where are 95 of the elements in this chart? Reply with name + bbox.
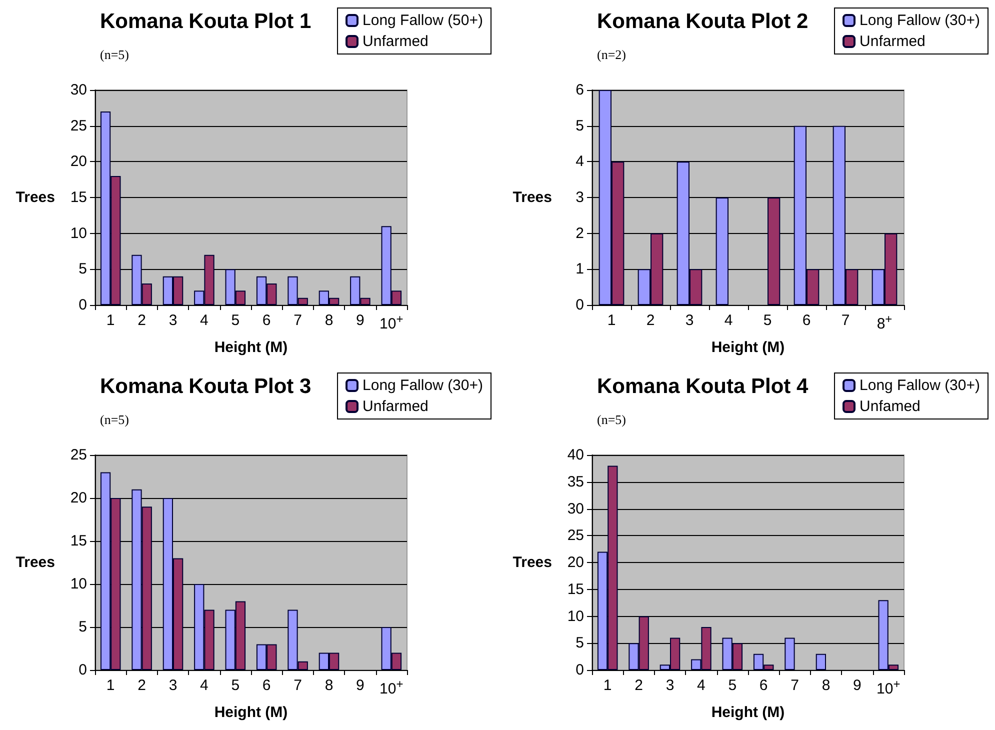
y-tick-label: 0 (576, 296, 584, 314)
legend-label: Long Fallow (50+) (362, 12, 484, 29)
legend-label: Unfarmed (362, 398, 428, 415)
y-tick-label: 15 (70, 189, 87, 206)
y-tick-label: 0 (576, 662, 584, 678)
y-tick-label: 10 (567, 608, 584, 625)
legend-label: Long Fallow (30+) (362, 377, 484, 394)
legend-label: Long Fallow (30+) (860, 12, 980, 29)
x-tick-label: 2 (138, 677, 146, 694)
y-tick-label: 20 (70, 153, 87, 170)
y-tick-label: 30 (70, 82, 87, 98)
y-tick-label: 3 (576, 189, 584, 206)
bar (816, 654, 826, 670)
bar (768, 198, 780, 305)
x-tick-label: 5 (231, 312, 240, 329)
y-tick-label: 35 (567, 473, 584, 490)
x-tick-label: 1 (607, 312, 616, 329)
x-tick-label: 1 (603, 677, 612, 694)
x-axis-title: Height (M) (214, 704, 288, 721)
x-tick-label: 6 (262, 677, 271, 694)
x-tick-label: 2 (646, 312, 655, 329)
y-tick-label: 25 (70, 446, 87, 464)
x-tick-label: 6 (802, 312, 811, 329)
y-tick-label: 5 (78, 260, 87, 278)
x-tick-label: 4 (724, 312, 733, 329)
x-tick-label: 4 (697, 677, 706, 694)
legend-label: Unfamed (860, 398, 920, 415)
y-tick-label: 15 (70, 532, 87, 550)
y-tick-label: 5 (576, 117, 584, 134)
y-tick-label: 5 (576, 634, 584, 652)
legend-label: Long Fallow (30+) (860, 377, 980, 394)
bar (784, 638, 795, 670)
chart-title: Komana Kouta Plot 1 (100, 10, 312, 33)
y-tick-label: 6 (576, 82, 584, 98)
x-tick-label: 3 (168, 677, 178, 694)
x-axis-title: Height (M) (214, 339, 288, 356)
y-tick-label: 30 (567, 500, 584, 518)
chart-subtitle: (n=2) (597, 47, 626, 62)
y-tick-label: 2 (576, 224, 584, 242)
x-tick-label: 1 (106, 677, 115, 694)
x-tick-label: 2 (138, 312, 146, 329)
x-tick-label: 9 (853, 677, 862, 694)
x-tick-label: 4 (200, 677, 208, 694)
x-tick-label: 5 (728, 677, 737, 694)
chart-subtitle: (n=5) (100, 412, 129, 427)
y-axis-title: Trees (16, 554, 55, 571)
y-axis-title: Trees (512, 554, 552, 571)
x-tick-label: 6 (759, 677, 768, 694)
x-tick-label: 10+ (380, 312, 404, 332)
chart-title: Komana Kouta Plot 3 (100, 375, 312, 398)
x-tick-label: 5 (763, 312, 772, 329)
chart-title: Komana Kouta Plot 4 (597, 375, 809, 398)
x-tick-label: 7 (294, 312, 302, 329)
x-tick-label: 8 (324, 677, 334, 694)
y-tick-label: 1 (576, 260, 584, 278)
x-tick-label: 4 (200, 312, 208, 329)
legend-label: Unfarmed (362, 33, 428, 50)
x-tick-label: 7 (294, 677, 302, 694)
y-tick-label: 0 (78, 296, 87, 314)
y-tick-label: 40 (567, 446, 584, 464)
x-tick-label: 6 (262, 312, 271, 329)
x-axis-title: Height (M) (711, 339, 785, 356)
y-axis-title: Trees (16, 189, 55, 206)
x-tick-label: 3 (168, 312, 178, 329)
y-tick-label: 10 (70, 576, 87, 592)
y-tick-label: 4 (576, 153, 584, 170)
x-tick-label: 7 (841, 312, 850, 329)
x-tick-label: 9 (356, 677, 364, 694)
y-tick-label: 25 (567, 527, 584, 544)
x-tick-label: 3 (666, 677, 674, 694)
y-tick-label: 0 (78, 662, 87, 678)
x-tick-label: 7 (790, 677, 799, 694)
x-tick-label: 9 (356, 312, 364, 329)
legend-label: Unfarmed (860, 33, 926, 50)
y-tick-label: 20 (567, 554, 584, 571)
x-tick-label: 5 (231, 677, 240, 694)
y-axis-title: Trees (512, 189, 552, 206)
x-tick-label: 3 (685, 312, 694, 329)
chart-subtitle: (n=5) (100, 47, 129, 62)
y-tick-label: 25 (70, 117, 87, 134)
y-tick-label: 20 (70, 490, 87, 506)
y-tick-label: 10 (70, 224, 87, 242)
y-tick-label: 5 (78, 618, 87, 636)
x-tick-label: 2 (634, 677, 643, 694)
chart-title: Komana Kouta Plot 2 (597, 10, 808, 33)
x-tick-label: 1 (106, 312, 115, 329)
x-tick-label: 8 (822, 677, 830, 694)
bar (716, 198, 728, 305)
y-tick-label: 15 (567, 580, 584, 598)
chart-subtitle: (n=5) (597, 412, 626, 427)
x-tick-label: 10+ (876, 677, 900, 698)
x-tick-label: 8+ (876, 312, 892, 332)
x-tick-label: 10+ (380, 677, 404, 698)
x-tick-label: 8 (324, 312, 334, 329)
x-axis-title: Height (M) (711, 704, 785, 721)
